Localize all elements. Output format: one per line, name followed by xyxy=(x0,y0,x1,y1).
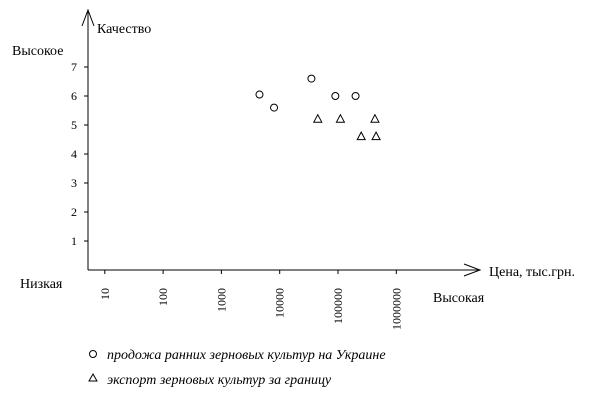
y-tick-label: 6 xyxy=(71,89,77,103)
x-axis-arrow xyxy=(463,263,482,277)
y-tick-label: 5 xyxy=(71,118,77,132)
legend-label-series-2: экспорт зерновых культур за границу xyxy=(107,373,332,388)
data-point-triangle xyxy=(335,113,346,123)
x-low-label: Низкая xyxy=(20,277,63,292)
x-tick-label: 10000 xyxy=(273,288,287,318)
x-tick-label: 100 xyxy=(156,288,170,306)
data-point-circle xyxy=(351,92,360,100)
legend-triangle-marker xyxy=(88,372,98,382)
x-tick-label: 100000 xyxy=(331,288,345,324)
y-ticks: 1 2 3 4 5 6 7 xyxy=(71,60,88,248)
x-tick-label: 10 xyxy=(98,288,112,300)
y-tick-label: 2 xyxy=(71,205,77,219)
data-point-triangle xyxy=(370,113,380,123)
y-axis-arrow xyxy=(81,8,95,27)
y-high-label: Высокое xyxy=(12,44,63,59)
data-point-triangle xyxy=(356,131,367,141)
y-axis-label: Качество xyxy=(97,22,151,37)
y-tick-label: 1 xyxy=(71,234,77,248)
legend: продожа ранних зерновых культур на Украи… xyxy=(88,348,386,388)
data-point-triangle xyxy=(312,113,323,123)
x-tick-label: 1000000 xyxy=(389,288,403,330)
x-ticks: 10 100 1000 10000 100000 1000000 xyxy=(98,270,403,330)
x-axis-label: Цена, тыс.грн. xyxy=(489,265,575,280)
x-tick-label: 1000 xyxy=(214,288,228,312)
data-marks xyxy=(255,74,381,141)
x-high-label: Высокая xyxy=(433,291,485,306)
y-tick-label: 7 xyxy=(71,60,77,74)
data-point-triangle xyxy=(371,131,381,141)
data-point-circle xyxy=(307,74,316,83)
data-point-circle xyxy=(255,90,264,99)
y-tick-label: 4 xyxy=(71,147,77,161)
data-point-circle xyxy=(270,103,279,112)
data-point-circle xyxy=(331,92,340,100)
y-tick-label: 3 xyxy=(71,176,77,190)
legend-circle-marker xyxy=(89,350,97,358)
legend-label-series-1: продожа ранних зерновых культур на Украи… xyxy=(107,348,386,363)
